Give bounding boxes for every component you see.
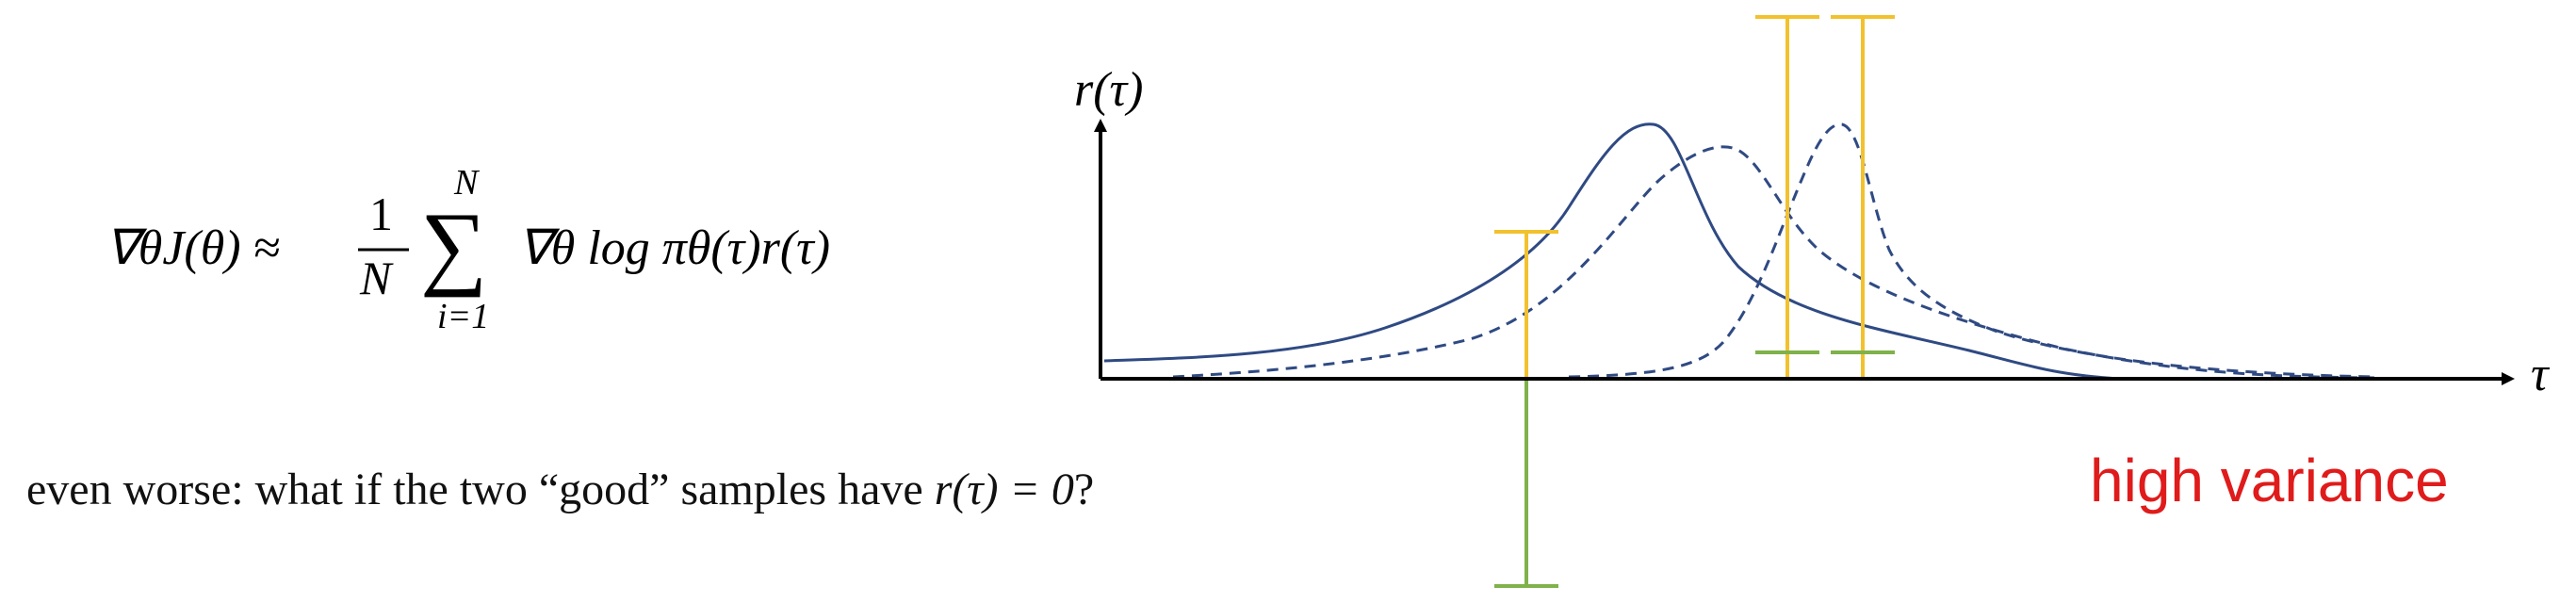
x-axis-label: τ <box>2531 348 2551 401</box>
question-math: r(τ) = 0 <box>934 464 1074 514</box>
sample-1-reward-bar <box>1494 230 1558 379</box>
formula-rhs: ∇θ log πθ(τ)r(τ) <box>518 221 830 275</box>
dashed-distribution-curve-narrow <box>1568 122 2375 379</box>
y-axis-label: r(τ) <box>1074 63 1143 117</box>
policy-gradient-formula: ∇θJ(θ) ≈ 1 N N ∑ i=1 ∇θ log πθ(τ)r(τ) <box>106 163 830 336</box>
formula-lhs: ∇θJ(θ) ≈ <box>106 221 280 275</box>
formula-sum-symbol: ∑ <box>420 193 487 298</box>
dashed-distribution-curve-wide <box>1172 145 2375 380</box>
question-text: even worse: what if the two “good” sampl… <box>26 462 1094 518</box>
sample-2-reward-bar <box>1755 15 1819 379</box>
formula-fraction-numerator: 1 <box>369 187 393 240</box>
sample-3-reward-bar <box>1831 15 1895 379</box>
question-suffix: ? <box>1073 464 1095 514</box>
question-prefix: even worse: what if the two “good” sampl… <box>26 464 935 514</box>
high-variance-label: high variance <box>2090 447 2449 514</box>
sample-1-baseline-bar <box>1494 379 1558 588</box>
formula-sum-lower: i=1 <box>437 297 489 336</box>
formula-sum-upper: N <box>453 163 481 203</box>
formula-fraction-denominator: N <box>359 252 394 304</box>
solid-distribution-curve <box>1103 122 2374 381</box>
